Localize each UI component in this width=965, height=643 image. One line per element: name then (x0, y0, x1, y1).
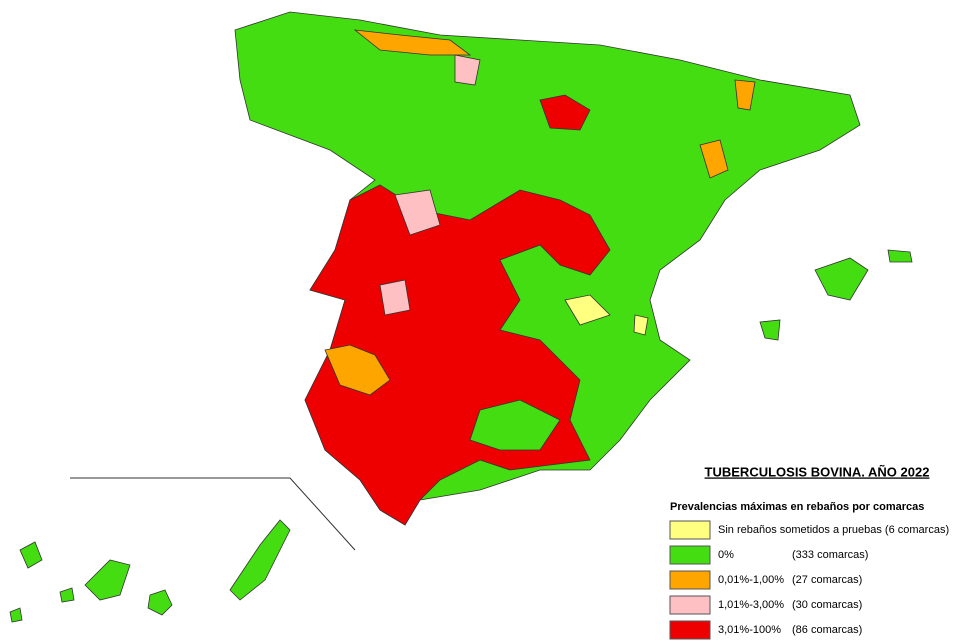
legend-swatch (670, 621, 710, 639)
canary-1 (230, 520, 290, 600)
legend-swatch (670, 521, 710, 539)
legend-title: TUBERCULOSIS BOVINA. AÑO 2022 (705, 464, 930, 479)
legend-subtitle: Prevalencias máximas en rebaños por coma… (670, 501, 924, 513)
region-pink3 (455, 55, 480, 85)
region-yellow2 (634, 315, 648, 335)
legend-label: 1,01%-3,00% (718, 599, 784, 611)
legend: Sin rebaños sometidos a pruebas (6 comar… (670, 521, 949, 639)
legend-swatch (670, 596, 710, 614)
menorca (888, 250, 912, 262)
legend-count: (86 comarcas) (792, 624, 862, 636)
canary-2 (85, 560, 130, 600)
ibiza (760, 320, 780, 340)
legend-count: (30 comarcas) (792, 599, 862, 611)
legend-label: 0,01%-1,00% (718, 574, 784, 586)
canary-divider (70, 478, 355, 550)
legend-label: 3,01%-100% (718, 624, 781, 636)
canary-3 (148, 590, 172, 615)
legend-label: 0% (718, 549, 734, 561)
canary-4 (20, 542, 42, 568)
canary-5 (60, 588, 74, 602)
canary-6 (10, 608, 22, 622)
legend-label: Sin rebaños sometidos a pruebas (6 comar… (718, 524, 949, 536)
legend-count: (333 comarcas) (792, 549, 868, 561)
legend-swatch (670, 546, 710, 564)
mallorca (815, 258, 868, 300)
legend-swatch (670, 571, 710, 589)
region-pink (380, 280, 410, 315)
page: TUBERCULOSIS BOVINA. AÑO 2022 Prevalenci… (0, 0, 965, 643)
legend-count: (27 comarcas) (792, 574, 862, 586)
